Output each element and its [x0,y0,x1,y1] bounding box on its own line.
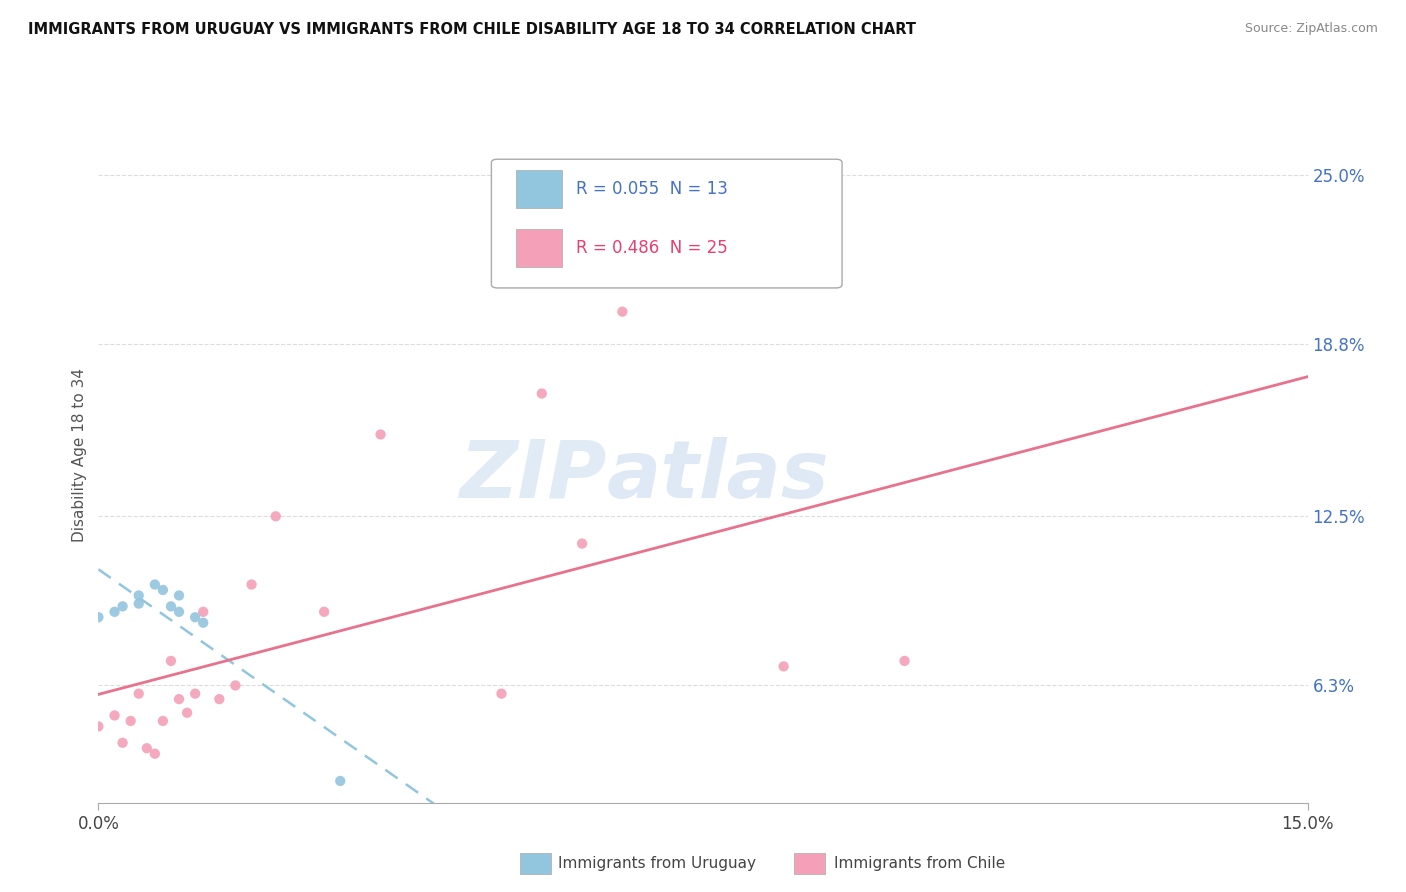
Point [87,719,110,733]
Bar [516,169,561,208]
Point [530,386,553,401]
Point [103,605,125,619]
Text: atlas: atlas [606,437,830,515]
Point [135,741,157,756]
Point [184,610,207,624]
Y-axis label: Disability Age 18 to 34: Disability Age 18 to 34 [72,368,87,542]
Point [111,736,134,750]
Point [193,615,215,630]
Point [143,747,166,761]
Point [143,577,166,591]
Point [893,654,915,668]
Point [103,708,125,723]
FancyBboxPatch shape [492,159,842,288]
Point [160,599,183,614]
Point [167,605,190,619]
Point [120,714,142,728]
Point [160,654,183,668]
Point [571,536,593,550]
Text: Source: ZipAtlas.com: Source: ZipAtlas.com [1244,22,1378,36]
Point [128,687,150,701]
Point [772,659,794,673]
Point [264,509,287,524]
Point [224,678,246,692]
Point [612,304,634,318]
Point [152,582,174,597]
Point [491,687,513,701]
Text: R = 0.055  N = 13: R = 0.055 N = 13 [576,180,728,198]
Point [314,605,336,619]
Point [152,714,174,728]
Point [370,427,392,442]
Point [329,774,352,789]
Point [167,692,190,706]
Text: Immigrants from Chile: Immigrants from Chile [834,856,1005,871]
Point [128,589,150,603]
Point [240,577,263,591]
Bar [516,229,561,267]
Point [111,599,134,614]
Text: IMMIGRANTS FROM URUGUAY VS IMMIGRANTS FROM CHILE DISABILITY AGE 18 TO 34 CORRELA: IMMIGRANTS FROM URUGUAY VS IMMIGRANTS FR… [28,22,917,37]
Text: R = 0.486  N = 25: R = 0.486 N = 25 [576,238,728,257]
Point [193,605,215,619]
Point [87,610,110,624]
Text: Immigrants from Uruguay: Immigrants from Uruguay [558,856,756,871]
Point [176,706,198,720]
Point [184,687,207,701]
Point [167,589,190,603]
Text: ZIP: ZIP [458,437,606,515]
Point [208,692,231,706]
Point [128,597,150,611]
